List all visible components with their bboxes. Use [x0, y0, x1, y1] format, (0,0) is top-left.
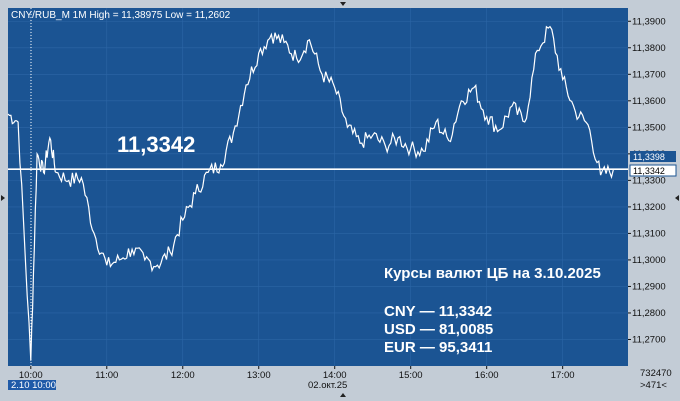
y-tick-label: 11,2900 [632, 281, 666, 292]
scroll-down-icon[interactable] [340, 393, 346, 397]
rates-heading: Курсы валют ЦБ на 3.10.2025 [384, 265, 601, 282]
plot-area[interactable] [8, 8, 628, 366]
current-value-label: 11,3342 [117, 132, 195, 157]
x-tick-label: 12:00 [171, 370, 195, 381]
rates-annotation: Курсы валют ЦБ на 3.10.2025 CNY — 11,334… [384, 265, 601, 356]
x-axis: 10:00 11:00 12:00 13:00 14:00 15:00 16:00 17:00 [19, 366, 575, 381]
scroll-up-icon[interactable] [340, 2, 346, 6]
y-tick-label: 11,2800 [632, 308, 666, 319]
x-tick-label: 14:00 [323, 370, 347, 381]
x-date-label: 02.окт.25 [308, 380, 347, 391]
y-tick-label: 11,3800 [632, 43, 666, 54]
badge-lower-text: 11,3342 [633, 166, 665, 176]
rate-eur: EUR — 95,3411 [384, 339, 492, 356]
y-tick-label: 11,3100 [632, 228, 666, 239]
price-series-line [7, 25, 614, 361]
rate-usd: USD — 81,0085 [384, 321, 493, 338]
y-tick-label: 11,3500 [632, 122, 666, 133]
x-tick-label: 10:00 [19, 370, 43, 381]
price-badge-upper: 11,3398 [630, 151, 676, 162]
scroll-right-icon[interactable] [675, 195, 679, 201]
badge-upper-text: 11,3398 [633, 152, 665, 162]
volume-label: 732470 [640, 368, 672, 379]
cursor-time-label: 2.10 10:00 [11, 380, 56, 391]
y-tick-label: 11,3200 [632, 202, 666, 213]
y-tick-label: 11,3900 [632, 16, 666, 27]
y-tick-label: 11,3300 [632, 175, 666, 186]
price-badge-lower: 11,3342 [629, 164, 677, 177]
cursor-time-bg [8, 380, 56, 390]
badge-upper-bg [630, 151, 676, 162]
chart-title: CNY/RUB_M 1M High = 11,38975 Low = 11,26… [11, 10, 231, 21]
grid [8, 8, 628, 366]
rate-cny: CNY — 11,3342 [384, 303, 492, 320]
x-tick-label: 16:00 [475, 370, 499, 381]
badge-lower-bg [629, 164, 677, 177]
x-tick-label: 15:00 [399, 370, 423, 381]
scroll-left-icon[interactable] [1, 195, 5, 201]
x-tick-label: 13:00 [247, 370, 271, 381]
y-tick-label: 11,3000 [632, 255, 666, 266]
x-tick-label: 17:00 [551, 370, 575, 381]
x-tick-label: 11:00 [95, 370, 118, 381]
y-tick-label: 11,3700 [632, 69, 666, 80]
y-tick-label: 11,3600 [632, 96, 666, 107]
y-tick-label: 11,2700 [632, 334, 666, 345]
counter-label: >471< [640, 380, 667, 391]
